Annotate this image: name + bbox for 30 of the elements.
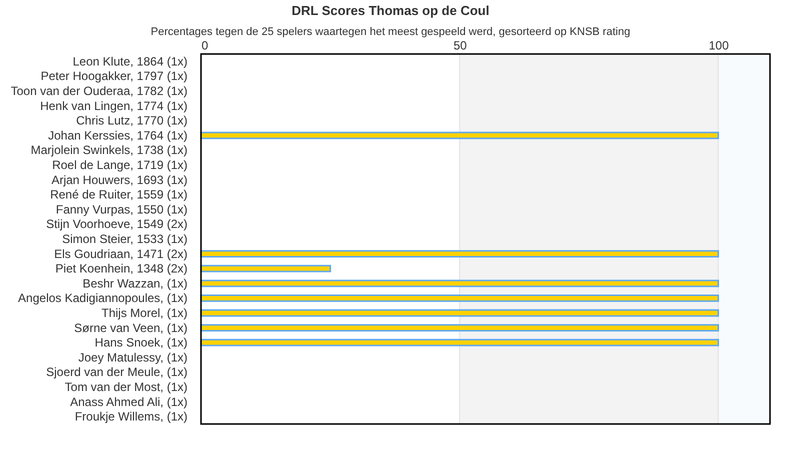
- y-tick-label: Henk van Lingen, 1774 (1x): [40, 98, 188, 113]
- x-tick-label: 50: [453, 38, 468, 52]
- y-tick-label: Marjolein Swinkels, 1738 (1x): [30, 143, 188, 158]
- y-tick-label: Beshr Wazzan, (1x): [82, 276, 188, 290]
- y-tick-label: Leon Klute, 1864 (1x): [72, 54, 188, 68]
- y-tick-label: Stijn Voorhoeve, 1549 (2x): [46, 217, 188, 232]
- y-tick-label: Roel de Lange, 1719 (1x): [52, 158, 188, 172]
- y-tick-label: Chris Lutz, 1770 (1x): [76, 114, 188, 128]
- x-tick-label: 100: [708, 38, 730, 52]
- y-tick-label: Els Goudriaan, 1471 (2x): [54, 246, 188, 261]
- y-tick-label: Angelos Kadigiannopoules, (1x): [18, 291, 188, 306]
- y-tick-label: Joey Matulessy, (1x): [78, 350, 188, 364]
- y-tick-label: Hans Snoek, (1x): [94, 336, 188, 350]
- y-tick-label: Johan Kerssies, 1764 (1x): [48, 128, 188, 142]
- y-tick-label: Froukje Willems, (1x): [74, 410, 188, 424]
- y-tick-label: Tom van der Most, (1x): [64, 380, 188, 394]
- y-tick-label: René de Ruiter, 1559 (1x): [50, 188, 188, 202]
- y-tick-label: Peter Hoogakker, 1797 (1x): [40, 69, 188, 84]
- y-tick-label: Simon Steier, 1533 (1x): [62, 232, 188, 246]
- y-tick-label: Toon van der Ouderaa, 1782 (1x): [10, 84, 188, 98]
- y-tick-label: Arjan Houwers, 1693 (1x): [51, 172, 188, 187]
- y-tick-label: Thijs Morel, (1x): [101, 306, 188, 320]
- chart-subtitle: Percentages tegen de 25 spelers waartegen het meest gespeeld werd, gesorteerd op KNSB rating: [150, 26, 630, 38]
- x-tick-label: 0: [202, 38, 208, 52]
- y-tick-label: Sjoerd van der Meule, (1x): [46, 365, 188, 380]
- chart-title: DRL Scores Thomas op de Coul: [292, 3, 490, 18]
- y-tick-label: Sørne van Veen, (1x): [74, 320, 188, 335]
- y-tick-label: Anass Ahmed Ali, (1x): [70, 394, 188, 409]
- y-tick-label: Piet Koenhein, 1348 (2x): [55, 262, 188, 276]
- y-tick-label: Fanny Vurpas, 1550 (1x): [56, 202, 188, 216]
